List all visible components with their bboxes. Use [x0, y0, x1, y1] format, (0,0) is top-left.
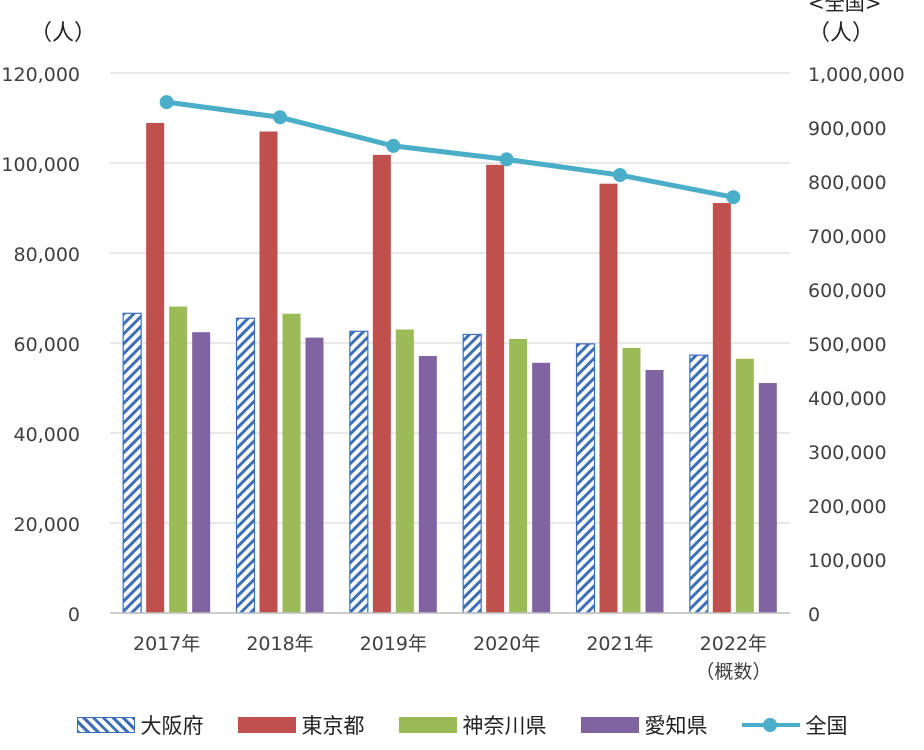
bar-愛知県	[192, 332, 211, 613]
legend-item-osaka: 大阪府	[76, 710, 204, 740]
x-tick-label: 2017年	[133, 633, 200, 655]
bar-神奈川県	[622, 347, 641, 613]
bar-神奈川県	[282, 313, 301, 613]
bar-大阪府	[122, 312, 142, 614]
x-tick-label: 2021年	[586, 633, 653, 655]
right-tick-label: 200,000	[808, 496, 887, 518]
bar-大阪府	[462, 333, 482, 614]
bar-愛知県	[305, 337, 324, 613]
x-tick-label: 2020年	[473, 633, 540, 655]
bar-大阪府	[689, 354, 709, 614]
bar-東京都	[486, 164, 505, 614]
bar-東京都	[372, 154, 391, 613]
axes: 0 20,000 40,000 60,000 80,000 100,000 120,000 0…	[1, 64, 904, 683]
bar-愛知県	[418, 356, 437, 613]
national-line-point	[613, 168, 627, 183]
right-tick-label: 700,000	[808, 226, 887, 248]
right-tick-label: 800,000	[808, 172, 887, 194]
bar-東京都	[599, 183, 618, 613]
legend-label-kanagawa: 神奈川県	[462, 714, 547, 738]
right-tick-label: 400,000	[808, 388, 887, 410]
right-axis-title: <全国>	[808, 0, 882, 15]
left-tick-label: 0	[68, 604, 80, 626]
legend-item-tokyo: 東京都	[237, 710, 365, 740]
right-axis-unit: （人）	[808, 21, 874, 46]
bar-東京都	[146, 122, 165, 613]
x-tick-label: 2018年	[246, 633, 313, 655]
bar-東京都	[712, 203, 731, 614]
left-tick-label: 120,000	[1, 64, 80, 86]
x-tick-label: 2019年	[360, 633, 427, 655]
bar-愛知県	[532, 362, 551, 613]
national-line-point	[386, 138, 401, 153]
left-tick-label: 20,000	[14, 514, 80, 536]
national-line	[159, 95, 741, 205]
bar-東京都	[259, 131, 278, 613]
x-tick-label: 2022年	[700, 633, 767, 655]
legend-item-national: 全国	[741, 710, 848, 740]
x-tick-label: （概数）	[695, 661, 771, 683]
bar-愛知県	[758, 383, 777, 613]
right-tick-label: 900,000	[808, 118, 887, 140]
left-tick-label: 60,000	[14, 334, 80, 356]
right-tick-label: 0	[808, 604, 820, 626]
bar-神奈川県	[735, 358, 754, 613]
legend-label-osaka: 大阪府	[140, 714, 204, 738]
right-tick-label: 600,000	[808, 280, 887, 302]
national-line-point	[726, 190, 741, 205]
national-line-path	[166, 99, 734, 200]
bar-大阪府	[575, 343, 596, 614]
left-axis-unit: （人）	[30, 21, 96, 46]
bar-神奈川県	[169, 306, 188, 613]
bars	[122, 122, 777, 614]
legend-swatch-kanagawa	[398, 717, 457, 733]
right-tick-label: 100,000	[808, 550, 887, 572]
left-tick-label: 40,000	[14, 424, 80, 446]
left-tick-label: 100,000	[1, 154, 80, 176]
legend-label-national: 全国	[805, 714, 848, 738]
national-line-point	[273, 110, 287, 125]
bar-愛知県	[645, 370, 664, 613]
legend-label-aichi: 愛知県	[644, 714, 708, 738]
legend-swatch-osaka	[76, 717, 135, 733]
legend-swatch-aichi	[580, 717, 639, 733]
legend-swatch-tokyo	[237, 717, 296, 733]
legend-item-aichi: 愛知県	[580, 710, 708, 740]
national-line-point	[499, 152, 514, 167]
right-tick-label: 300,000	[808, 442, 887, 464]
gridlines	[110, 72, 790, 614]
bar-大阪府	[235, 317, 256, 614]
national-line-point	[159, 95, 174, 110]
legend-item-kanagawa: 神奈川県	[398, 710, 547, 740]
right-tick-label: 500,000	[808, 334, 887, 356]
bar-神奈川県	[509, 338, 528, 613]
legend-label-tokyo: 東京都	[301, 714, 365, 738]
bar-神奈川県	[395, 329, 414, 613]
legend-swatch-national	[741, 717, 800, 733]
legend: 大阪府 東京都 神奈川県 愛知県 全国	[0, 700, 924, 750]
bar-大阪府	[349, 330, 369, 614]
chart-canvas: 0 20,000 40,000 60,000 80,000 100,000 120,000 0…	[1, 0, 904, 683]
right-tick-label: 1,000,000	[808, 64, 905, 86]
left-tick-label: 80,000	[14, 244, 80, 266]
